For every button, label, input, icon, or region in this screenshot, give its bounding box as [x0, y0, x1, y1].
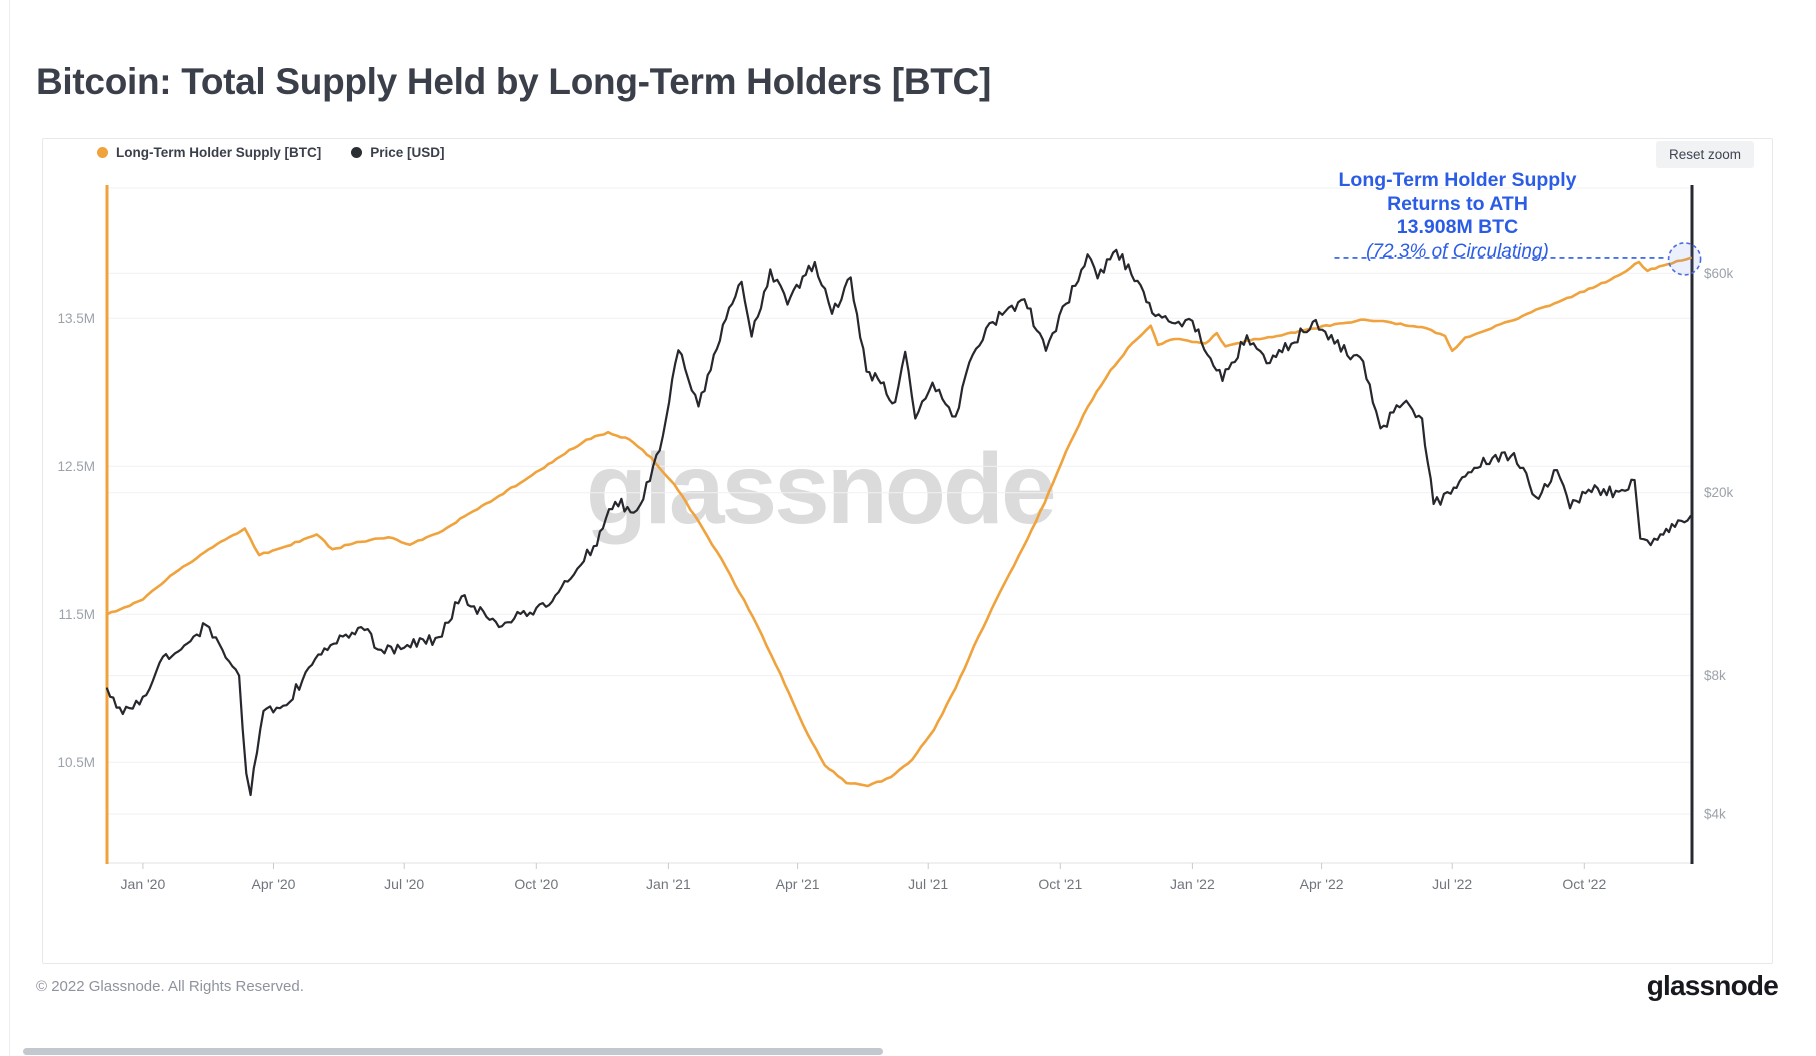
x-tick-label: Jan '20	[121, 876, 166, 892]
legend-label-supply: Long-Term Holder Supply [BTC]	[116, 145, 322, 160]
reset-zoom-button[interactable]: Reset zoom	[1656, 141, 1755, 168]
x-tick-label: Oct '20	[514, 876, 558, 892]
glassnode-logo: glassnode	[1646, 970, 1779, 1001]
x-tick-label: Jul '21	[908, 876, 948, 892]
price-line-series	[105, 248, 1692, 797]
supply-line-series	[105, 256, 1692, 788]
y-left-tick-label: 12.5M	[57, 459, 95, 474]
price-series-dot-icon	[351, 147, 363, 158]
x-tick-label: Jul '22	[1432, 876, 1472, 892]
page-title: Bitcoin: Total Supply Held by Long-Term …	[36, 60, 991, 102]
page-edge-divider	[9, 0, 10, 1056]
y-right-tick-label: $8k	[1704, 668, 1726, 683]
annotation-line-2: Returns to ATH	[1387, 192, 1528, 215]
annotation-line-4: (72.3% of Circulating)	[1366, 240, 1549, 262]
horizontal-scrollbar[interactable]	[23, 1048, 883, 1055]
annotation-line-3: 13.908M BTC	[1396, 216, 1519, 238]
x-tick-label: Jan '21	[646, 876, 691, 892]
legend-label-price: Price [USD]	[370, 145, 445, 160]
x-tick-label: Oct '21	[1038, 876, 1082, 892]
glassnode-watermark: glassnode	[586, 433, 1057, 545]
x-tick-label: Oct '22	[1562, 876, 1606, 892]
x-tick-label: Jul '20	[384, 876, 424, 892]
ath-highlight-circle	[1667, 242, 1702, 276]
chart-legend: Long-Term Holder Supply [BTC] Price [USD…	[97, 145, 445, 160]
x-tick-label: Apr '22	[1300, 876, 1344, 892]
legend-item-price[interactable]: Price [USD]	[351, 145, 445, 160]
y-right-tick-label: $60k	[1704, 266, 1734, 281]
y-left-tick-label: 13.5M	[57, 311, 95, 326]
y-right-tick-label: $20k	[1704, 485, 1734, 500]
legend-item-supply[interactable]: Long-Term Holder Supply [BTC]	[97, 145, 321, 160]
y-left-tick-label: 10.5M	[57, 755, 95, 770]
supply-series-dot-icon	[97, 147, 108, 158]
copyright-text: © 2022 Glassnode. All Rights Reserved.	[36, 978, 304, 995]
x-tick-label: Jan '22	[1170, 876, 1215, 892]
y-left-tick-label: 11.5M	[58, 607, 95, 622]
x-tick-label: Apr '20	[252, 876, 296, 892]
annotation-line-1: Long-Term Holder Supply	[1338, 169, 1577, 191]
ath-annotation: Long-Term Holder Supply Returns to ATH 1…	[1235, 169, 1680, 263]
chart-card	[42, 138, 1773, 964]
y-right-tick-label: $4k	[1704, 807, 1726, 822]
x-tick-label: Apr '21	[776, 876, 820, 892]
